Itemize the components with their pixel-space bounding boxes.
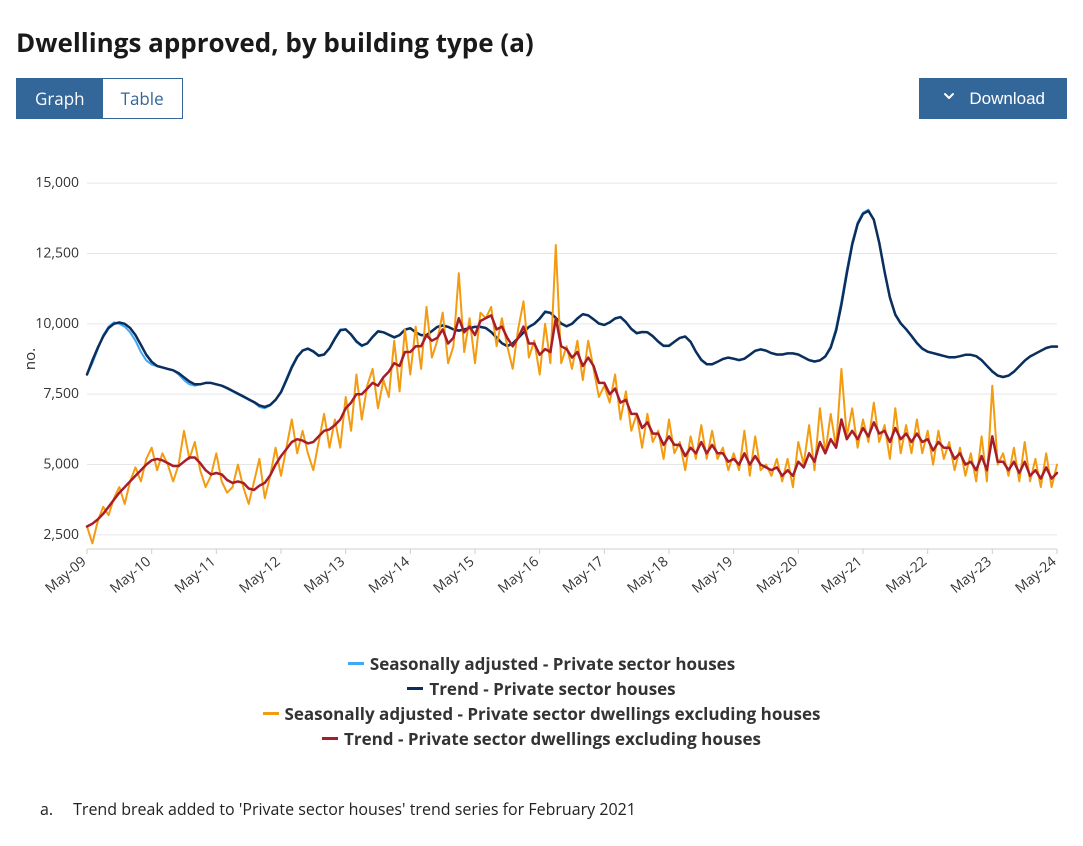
download-button[interactable]: Download (919, 78, 1067, 119)
toolbar: Graph Table Download (16, 78, 1067, 119)
legend-swatch (263, 712, 279, 715)
chart: 2,500 5,000 7,500 10,000 12,500 15,000 no. May-… (17, 159, 1067, 634)
legend-item[interactable]: Trend - Private sector dwellings excludi… (322, 727, 761, 750)
footnote-text: Trend break added to 'Private sector hou… (73, 798, 636, 820)
legend-label: Seasonally adjusted - Private sector hou… (370, 652, 735, 675)
chevron-down-icon (941, 88, 957, 109)
legend-label: Seasonally adjusted - Private sector dwe… (285, 702, 821, 725)
view-tabs: Graph Table (16, 78, 183, 119)
legend-item[interactable]: Seasonally adjusted - Private sector dwe… (263, 702, 821, 725)
legend-item[interactable]: Seasonally adjusted - Private sector hou… (348, 652, 735, 675)
svg-text:10,000: 10,000 (35, 314, 79, 333)
legend-label: Trend - Private sector houses (429, 677, 675, 700)
svg-text:May-10: May-10 (105, 552, 154, 597)
legend: Seasonally adjusted - Private sector hou… (17, 652, 1067, 750)
tab-graph[interactable]: Graph (17, 79, 103, 118)
svg-text:May-24: May-24 (1011, 552, 1060, 597)
svg-text:May-20: May-20 (752, 552, 801, 597)
svg-text:15,000: 15,000 (35, 173, 79, 192)
legend-label: Trend - Private sector dwellings excludi… (344, 727, 761, 750)
svg-text:2,500: 2,500 (43, 525, 79, 544)
svg-text:May-17: May-17 (558, 552, 607, 597)
legend-swatch (348, 662, 364, 665)
svg-text:May-16: May-16 (493, 552, 542, 597)
svg-text:May-14: May-14 (364, 552, 413, 597)
svg-text:May-11: May-11 (170, 552, 219, 597)
page-title: Dwellings approved, by building type (a) (16, 24, 1067, 60)
svg-text:May-12: May-12 (235, 552, 284, 597)
svg-text:5,000: 5,000 (43, 455, 79, 474)
svg-text:no.: no. (20, 348, 40, 370)
chart-svg: 2,500 5,000 7,500 10,000 12,500 15,000 no. May-… (17, 159, 1067, 629)
svg-text:May-09: May-09 (41, 552, 90, 597)
svg-text:May-15: May-15 (429, 552, 478, 597)
tab-table[interactable]: Table (103, 79, 182, 118)
legend-swatch (407, 687, 423, 690)
svg-text:May-19: May-19 (687, 552, 736, 597)
svg-text:May-23: May-23 (946, 552, 995, 597)
legend-swatch (322, 737, 338, 740)
svg-text:May-13: May-13 (299, 552, 348, 597)
footnote: a. Trend break added to 'Private sector … (40, 798, 1067, 820)
svg-text:May-22: May-22 (881, 552, 930, 597)
svg-text:7,500: 7,500 (43, 384, 79, 403)
svg-text:May-21: May-21 (817, 552, 866, 597)
footnote-marker: a. (40, 798, 53, 820)
legend-item[interactable]: Trend - Private sector houses (407, 677, 675, 700)
download-label: Download (969, 89, 1045, 109)
svg-text:May-18: May-18 (623, 552, 672, 597)
svg-text:12,500: 12,500 (35, 243, 79, 262)
